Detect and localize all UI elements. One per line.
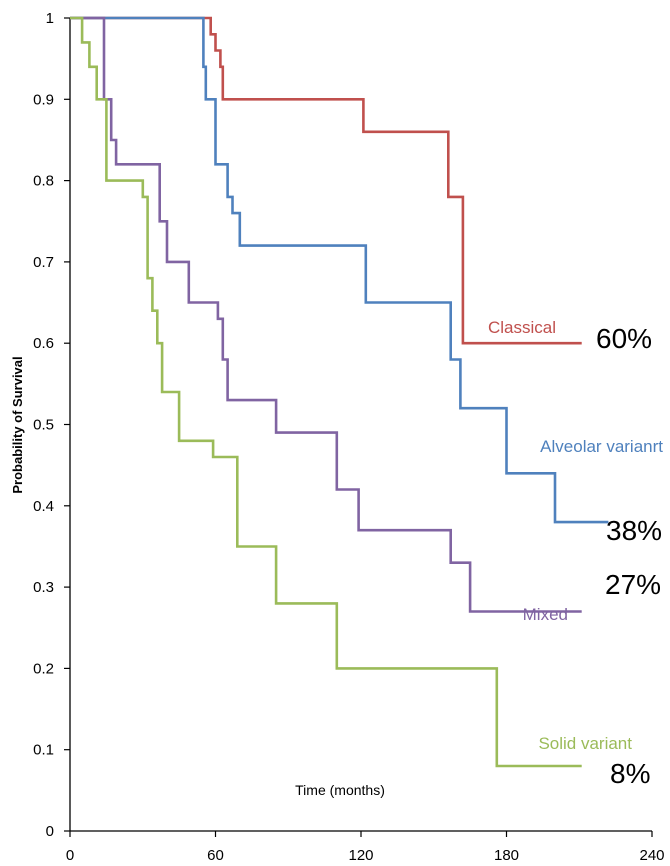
series-end-percent: 27% [605,569,661,600]
y-tick-label: 0.5 [33,417,54,434]
y-tick-label: 0.4 [33,498,54,515]
y-axis-label: Probability of Survival [10,356,25,493]
series-name-label: Solid variant [538,734,632,753]
y-tick-label: 0 [46,823,54,840]
series-name-label: Mixed [523,605,568,624]
series-end-percent: 60% [596,323,652,354]
y-tick-label: 1 [46,10,54,27]
series-end-percent: 38% [606,515,662,546]
series-end-percent: 8% [610,758,650,789]
series-line-3 [70,16,582,768]
y-tick-label: 0.7 [33,254,54,271]
y-tick-label: 0.2 [33,660,54,677]
chart-axes [69,18,652,832]
chart-series [70,16,609,768]
series-line-0 [70,16,582,345]
x-tick-label: 120 [348,847,373,864]
y-tick-label: 0.3 [33,579,54,596]
x-tick-label: 0 [66,847,74,864]
x-tick-label: 180 [494,847,519,864]
y-tick-label: 0.9 [33,91,54,108]
series-name-label: Classical [488,318,556,337]
y-tick-label: 0.1 [33,742,54,759]
x-tick-label: 240 [639,847,664,864]
series-line-2 [70,16,582,613]
chart-ticks: 0 0.1 0.2 0.3 0.4 0.5 0.6 0.7 0.8 0.9 1 0 60 120 180 24… [33,10,664,864]
x-axis-label: Time (months) [295,782,385,798]
y-tick-label: 0.6 [33,335,54,352]
chart-labels: Classical 60% Alveolar varianrt 38% Mixed 27%… [488,318,663,789]
series-name-label: Alveolar varianrt [540,437,663,456]
y-tick-label: 0.8 [33,173,54,190]
x-tick-label: 60 [207,847,224,864]
series-line-1 [70,16,609,524]
